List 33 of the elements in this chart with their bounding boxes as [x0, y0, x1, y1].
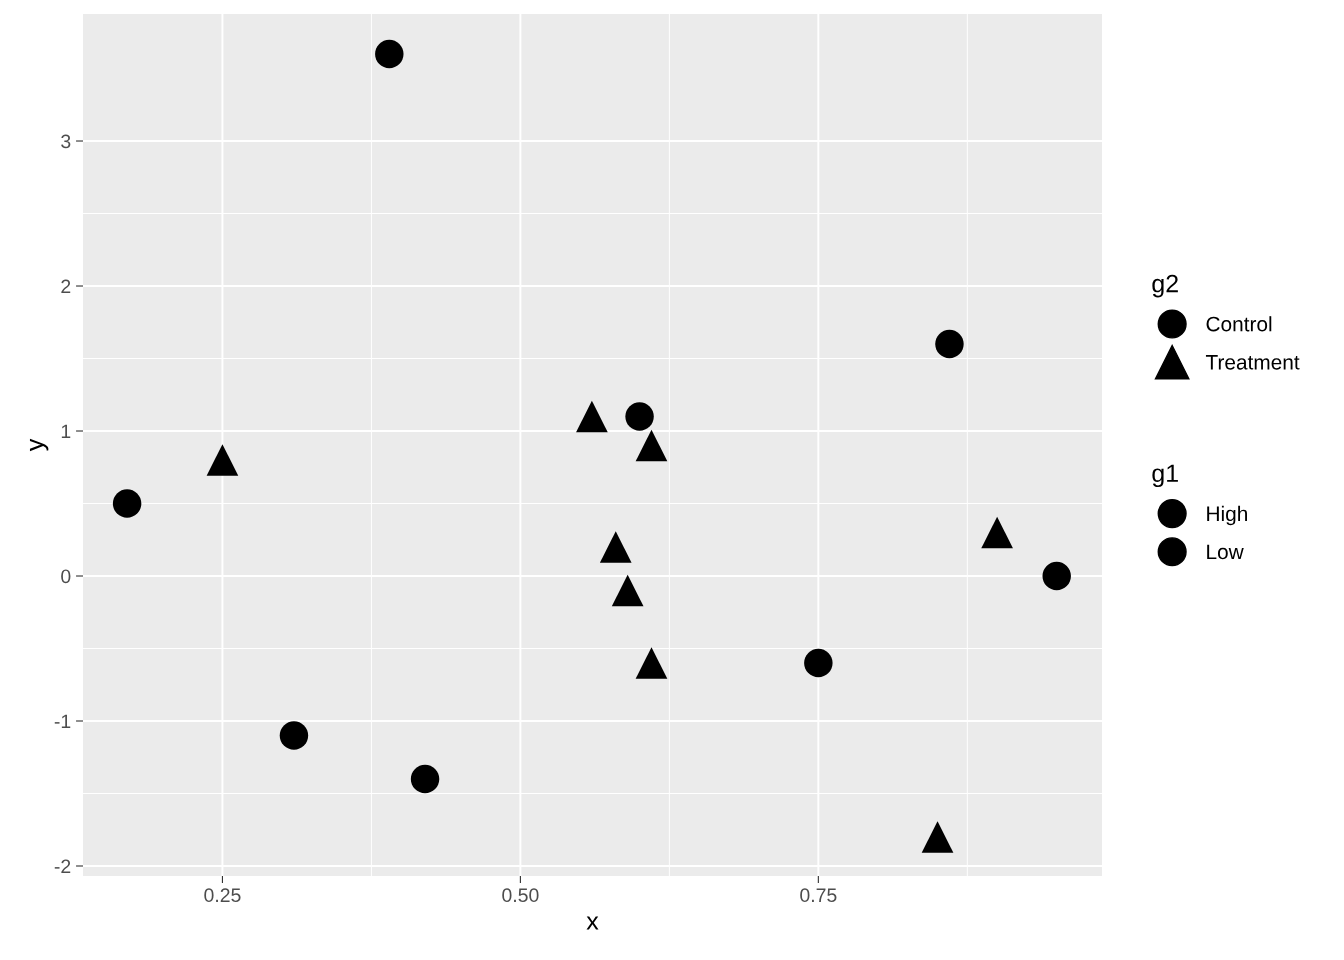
legend-title: g2 — [1152, 274, 1178, 298]
point — [576, 400, 608, 433]
point — [804, 648, 833, 678]
point — [921, 821, 954, 853]
x-tick-label: 0.50 — [502, 888, 539, 903]
point — [1042, 561, 1071, 591]
point — [206, 444, 239, 476]
text: High — [1207, 505, 1247, 526]
point — [279, 721, 309, 750]
point — [635, 647, 668, 679]
point — [410, 764, 440, 794]
point — [981, 516, 1013, 549]
y-tick-label: -1 — [54, 714, 71, 729]
point — [112, 489, 142, 518]
legend-label: Treatment — [1205, 355, 1300, 370]
point — [599, 531, 632, 563]
point — [635, 429, 668, 462]
y-tick-label: 2 — [61, 279, 71, 294]
point — [935, 329, 964, 359]
x-axis-title: x — [586, 916, 599, 930]
text: g1 — [1152, 464, 1178, 488]
y-tick-label: -2 — [54, 859, 71, 874]
y-tick-label: 1 — [61, 424, 71, 439]
point — [611, 574, 644, 607]
point — [375, 39, 404, 69]
y-tick-label: 0 — [61, 569, 71, 584]
y-tick-label: 3 — [61, 134, 71, 149]
y-axis-title: y — [29, 438, 49, 452]
legend-label: Control — [1206, 316, 1272, 332]
point — [625, 402, 654, 431]
x-tick-label: 0.25 — [204, 888, 241, 903]
text: Low — [1207, 544, 1244, 560]
x-tick-label: 0.75 — [800, 888, 837, 903]
